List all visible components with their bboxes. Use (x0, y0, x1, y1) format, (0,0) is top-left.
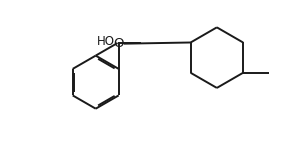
Text: O: O (113, 37, 124, 50)
Text: HO: HO (97, 35, 115, 48)
